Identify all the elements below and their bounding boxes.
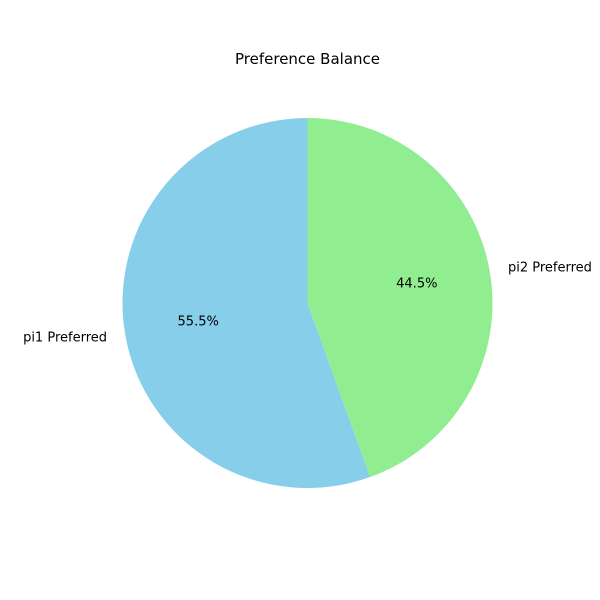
chart-title: Preference Balance: [235, 50, 380, 68]
slice-label-2: pi2 Preferred: [508, 261, 592, 276]
pie-labels: pi1 Preferred 55.5% pi2 Preferred 44.5%: [23, 261, 592, 346]
pie-slice-2: [307, 118, 493, 478]
pie-slices: [122, 118, 493, 489]
pie-slice-1: [122, 118, 371, 489]
slice-label-1: pi1 Preferred: [23, 331, 107, 346]
slice-percent-label-2: 44.5%: [396, 276, 437, 291]
slice-percent-label-1: 55.5%: [178, 315, 219, 330]
